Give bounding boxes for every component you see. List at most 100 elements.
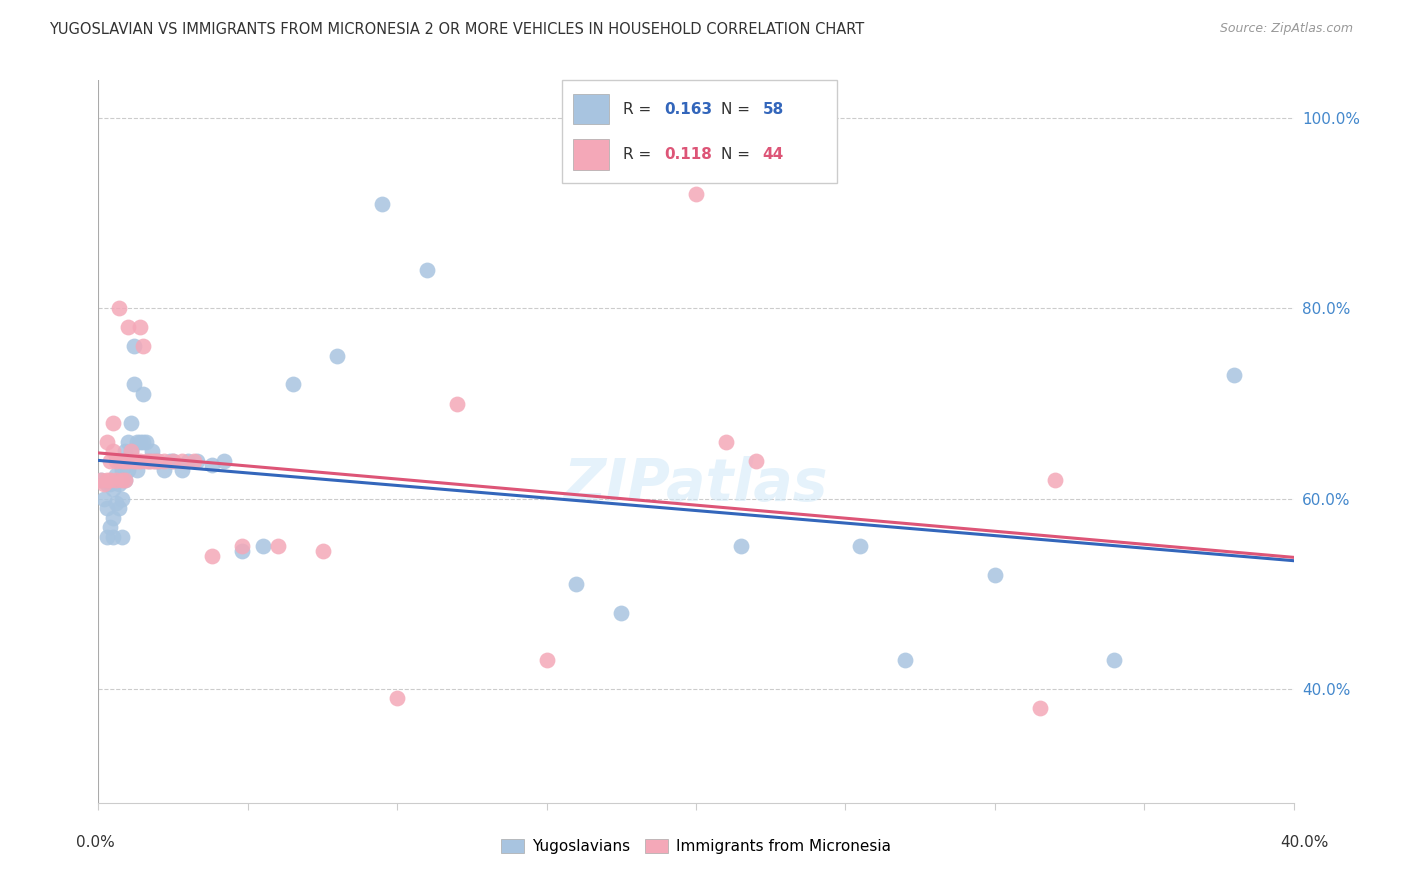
Text: YUGOSLAVIAN VS IMMIGRANTS FROM MICRONESIA 2 OR MORE VEHICLES IN HOUSEHOLD CORREL: YUGOSLAVIAN VS IMMIGRANTS FROM MICRONESI… [49,22,865,37]
Point [111,463,134,477]
Point [894,653,917,667]
Text: 0.0%: 0.0% [76,836,115,850]
Point [96,473,118,487]
Text: N =: N = [721,102,755,117]
Point [311,544,333,558]
Point [117,453,139,467]
Text: Source: ZipAtlas.com: Source: ZipAtlas.com [1219,22,1353,36]
Point [281,377,304,392]
Text: ZIPatlas: ZIPatlas [564,457,828,514]
Point [177,453,200,467]
Point [103,416,125,430]
Point [685,187,707,202]
Point [117,463,139,477]
Text: 44: 44 [762,146,783,161]
Point [267,539,290,553]
Point [129,453,152,467]
Point [135,453,157,467]
Point [135,434,157,449]
Point [108,477,131,491]
Point [108,301,131,316]
Point [117,320,139,334]
Point [96,530,118,544]
Point [129,320,152,334]
Point [120,444,142,458]
Point [148,453,170,467]
Point [120,416,142,430]
Point [1043,473,1066,487]
Point [186,453,208,467]
Point [1028,700,1050,714]
Point [153,463,176,477]
Point [117,434,139,449]
Point [127,463,149,477]
Text: 0.163: 0.163 [664,102,711,117]
Point [212,453,235,467]
Point [565,577,588,591]
Point [143,453,166,467]
Point [98,477,122,491]
Point [162,453,184,467]
Point [446,396,468,410]
Point [90,473,112,487]
Point [172,453,194,467]
Point [416,263,439,277]
Point [103,510,125,524]
Point [162,453,184,467]
Text: R =: R = [623,146,655,161]
Bar [574,94,609,124]
Point [105,453,128,467]
Point [105,473,128,487]
Point [96,434,118,449]
Point [714,434,737,449]
Point [610,606,633,620]
Point [201,458,224,473]
Point [849,539,872,553]
Point [124,377,146,392]
Point [111,491,134,506]
Point [96,501,118,516]
Point [183,453,205,467]
Point [730,539,752,553]
Point [141,453,163,467]
Point [96,477,118,491]
Point [98,473,122,487]
Point [114,444,136,458]
Text: R =: R = [623,102,655,117]
Point [103,530,125,544]
Point [105,467,128,482]
Point [143,453,166,467]
Point [108,453,131,467]
Point [111,453,134,467]
Point [103,482,125,496]
Point [159,453,181,467]
Text: 40.0%: 40.0% [1281,836,1329,850]
Point [132,387,155,401]
Point [93,491,115,506]
Point [114,453,136,467]
Text: 58: 58 [762,102,783,117]
Point [201,549,224,563]
Point [124,453,146,467]
Point [745,453,768,467]
Point [138,453,160,467]
Point [111,530,134,544]
Point [138,453,160,467]
Point [114,473,136,487]
Point [172,463,194,477]
Point [103,444,125,458]
Point [536,653,558,667]
Legend: Yugoslavians, Immigrants from Micronesia: Yugoslavians, Immigrants from Micronesia [495,833,897,860]
Point [114,473,136,487]
Point [127,453,149,467]
Point [984,567,1007,582]
Point [153,453,176,467]
Point [90,473,112,487]
Point [108,501,131,516]
FancyBboxPatch shape [562,80,837,183]
Bar [574,139,609,169]
Point [132,339,155,353]
Point [98,520,122,534]
Point [1223,368,1246,382]
Point [231,544,253,558]
